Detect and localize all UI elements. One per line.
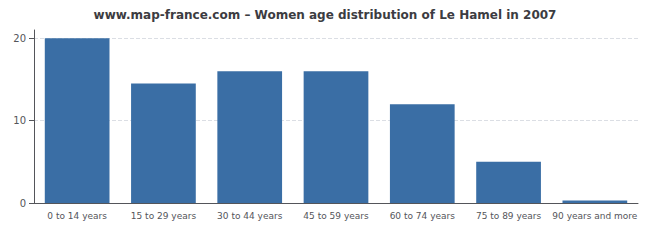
svg-text:20: 20 [13, 33, 26, 44]
svg-text:www.map-france.com – Women age: www.map-france.com – Women age distribut… [94, 8, 557, 22]
svg-text:0 to 14 years: 0 to 14 years [47, 211, 107, 221]
svg-text:0: 0 [20, 198, 26, 209]
svg-text:75 to 89 years: 75 to 89 years [476, 211, 542, 221]
svg-text:15 to 29 years: 15 to 29 years [131, 211, 197, 221]
svg-text:45 to 59 years: 45 to 59 years [303, 211, 369, 221]
svg-text:60 to 74 years: 60 to 74 years [390, 211, 456, 221]
svg-text:90 years and more: 90 years and more [552, 211, 638, 221]
svg-text:30 to 44 years: 30 to 44 years [217, 211, 283, 221]
svg-text:10: 10 [13, 115, 26, 126]
